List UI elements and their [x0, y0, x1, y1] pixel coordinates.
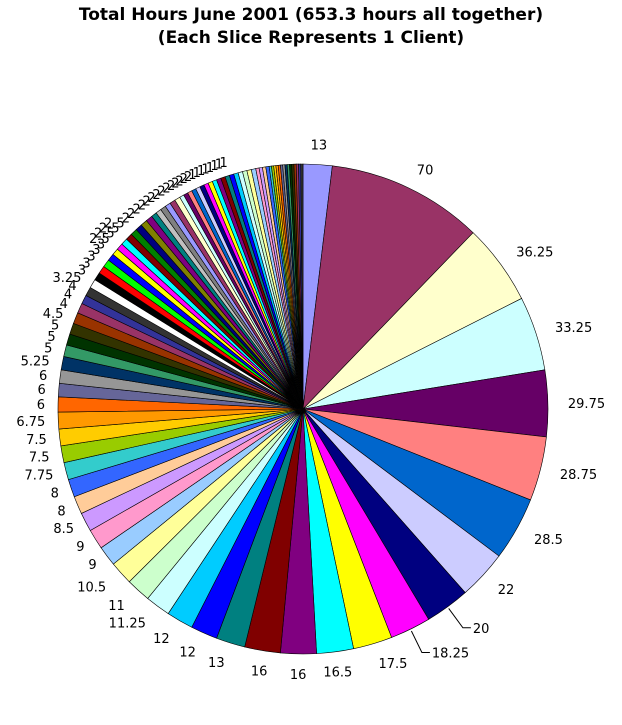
slice-label: 7.5	[29, 451, 50, 466]
slice-label: 2	[143, 195, 151, 210]
slice-label: 1	[201, 162, 209, 177]
slice-label: 6	[39, 369, 47, 384]
slice-label: 1	[206, 161, 214, 176]
pie-slice	[300, 163, 304, 410]
slice-label: 9	[88, 558, 96, 573]
slice-label: 3	[87, 250, 95, 265]
slice-label: 1	[215, 158, 223, 173]
chart-title: Total Hours June 2001 (653.3 hours all t…	[78, 5, 544, 25]
pie-slice	[302, 165, 474, 410]
slice-label: 6.75	[16, 415, 45, 430]
slice-label: 2	[157, 185, 165, 200]
slice-label: 2	[162, 182, 170, 197]
slice-label: 5	[47, 330, 55, 345]
slice-label: 11.25	[109, 616, 146, 631]
slice-label: 36.25	[516, 246, 553, 261]
slice-label: 3	[82, 256, 90, 271]
slice-label: 1	[210, 159, 218, 174]
slice-label: 3	[97, 237, 105, 252]
slice-label: 8.5	[53, 522, 74, 537]
slice-label: 2.5	[104, 217, 125, 232]
slice-label: 4	[68, 279, 76, 294]
slice-label: 8	[57, 504, 65, 519]
slice-label: 3	[78, 263, 86, 278]
slice-label: 2.5	[94, 227, 115, 242]
slice-label: 17.5	[379, 657, 408, 672]
slice-label: 1	[220, 156, 228, 171]
slice-label: 2	[138, 198, 146, 213]
slice-label: 2	[184, 170, 192, 185]
slice-label: 12	[179, 645, 196, 660]
slice-label: 9	[76, 540, 84, 555]
slice-label: 33.25	[555, 321, 592, 336]
slice-label: 5	[44, 342, 52, 357]
slice-label: 2	[127, 207, 135, 222]
slice-label: 7.75	[24, 469, 53, 484]
slice-label: 2	[122, 212, 130, 227]
slice-label: 20	[473, 622, 490, 637]
slice-label: 6	[37, 398, 45, 413]
slice-label: 4.5	[43, 307, 64, 322]
slice-label: 12	[153, 632, 170, 647]
slice-label: 13	[311, 139, 328, 154]
slice-label: 2	[152, 188, 160, 203]
slice-label: 5.25	[21, 355, 50, 370]
slice-label: 2	[175, 174, 183, 189]
slice-label: 13	[208, 656, 225, 671]
slice-label: 2	[171, 177, 179, 192]
slice-label: 5	[51, 318, 59, 333]
slice-label: 22	[498, 583, 515, 598]
leader-line	[410, 630, 430, 653]
leader-line	[448, 608, 471, 629]
slice-label: 7.5	[26, 433, 47, 448]
slice-label: 3.25	[52, 271, 81, 286]
slice-label: 11	[108, 599, 125, 614]
slice-label: 28.75	[560, 468, 597, 483]
slice-label: 1	[197, 164, 205, 179]
slice-label: 3	[92, 243, 100, 258]
slice-label: 1	[193, 166, 201, 181]
slice-label: 2	[180, 172, 188, 187]
slice-label: 2	[133, 202, 141, 217]
slice-label: 16	[251, 664, 268, 679]
slice-label: 2.5	[89, 232, 110, 247]
slice-label: 10.5	[77, 581, 106, 596]
chart-subtitle: (Each Slice Represents 1 Client)	[157, 28, 465, 48]
slice-label: 16.5	[323, 666, 352, 681]
slice-label: 6	[38, 383, 46, 398]
slice-label: 2	[147, 191, 155, 206]
slice-label: 29.75	[568, 397, 605, 412]
slice-label: 18.25	[432, 647, 469, 662]
slice-label: 2.5	[99, 222, 120, 237]
slice-label: 4	[60, 297, 68, 312]
slice-label: 8	[51, 487, 59, 502]
slice-label: 2	[167, 179, 175, 194]
slice-label: 4	[64, 288, 72, 303]
slice-label: 70	[417, 164, 434, 179]
slice-label: 1	[188, 168, 196, 183]
slice-label: 28.5	[534, 533, 563, 548]
slice-label: 16	[290, 668, 307, 683]
